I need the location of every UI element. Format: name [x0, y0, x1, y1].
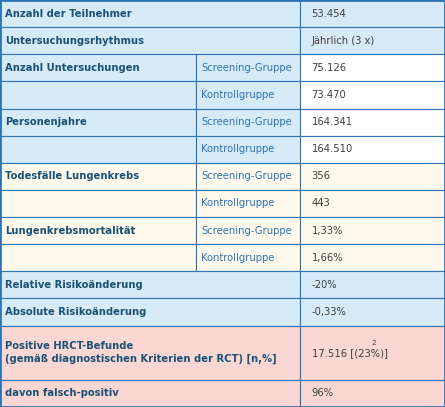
Text: davon falsch-positiv: davon falsch-positiv	[5, 388, 119, 398]
Bar	[300, 298, 445, 326]
Text: Relative Risikoänderung: Relative Risikoänderung	[5, 280, 143, 290]
Text: 53.454: 53.454	[312, 9, 346, 19]
Bar	[300, 244, 445, 271]
Text: 96%: 96%	[312, 388, 334, 398]
Text: Lungenkrebsmortalität: Lungenkrebsmortalität	[5, 225, 136, 236]
Bar	[0, 217, 196, 244]
Text: Positive HRCT-Befunde
(gemäß diagnostischen Kriterien der RCT) [n,%]: Positive HRCT-Befunde (gemäß diagnostisc…	[5, 341, 277, 364]
Bar	[196, 81, 300, 109]
Text: 1,33%: 1,33%	[312, 225, 343, 236]
Text: Kontrollgruppe: Kontrollgruppe	[201, 144, 275, 154]
Text: Kontrollgruppe: Kontrollgruppe	[201, 253, 275, 263]
Text: -0,33%: -0,33%	[312, 307, 346, 317]
Text: Anzahl der Teilnehmer: Anzahl der Teilnehmer	[5, 9, 132, 19]
Text: Absolute Risikoänderung: Absolute Risikoänderung	[5, 307, 147, 317]
Bar	[300, 27, 445, 54]
Text: 2: 2	[372, 340, 376, 346]
Bar	[196, 244, 300, 271]
Text: Anzahl Untersuchungen: Anzahl Untersuchungen	[5, 63, 140, 73]
Bar	[0, 271, 300, 298]
Bar	[300, 54, 445, 81]
Text: -20%: -20%	[312, 280, 337, 290]
Text: 73.470: 73.470	[312, 90, 346, 100]
Bar	[300, 163, 445, 190]
Bar	[300, 81, 445, 109]
Text: 75.126: 75.126	[312, 63, 347, 73]
Bar	[0, 380, 300, 407]
Text: Screening-Gruppe: Screening-Gruppe	[201, 225, 292, 236]
Bar	[196, 190, 300, 217]
Bar	[196, 136, 300, 163]
Bar	[0, 54, 196, 81]
Bar	[196, 54, 300, 81]
Text: 443: 443	[312, 199, 330, 208]
Text: 1,66%: 1,66%	[312, 253, 343, 263]
Bar	[0, 109, 196, 136]
Text: Screening-Gruppe: Screening-Gruppe	[201, 117, 292, 127]
Text: Todesfälle Lungenkrebs: Todesfälle Lungenkrebs	[5, 171, 139, 182]
Bar	[0, 81, 196, 109]
Bar	[300, 217, 445, 244]
Bar	[196, 217, 300, 244]
Bar	[300, 190, 445, 217]
Bar	[0, 298, 300, 326]
Text: 17.516 [(23%)]: 17.516 [(23%)]	[312, 348, 388, 358]
Bar	[0, 27, 300, 54]
Text: Screening-Gruppe: Screening-Gruppe	[201, 171, 292, 182]
Bar	[0, 190, 196, 217]
Text: Jährlich (3 x): Jährlich (3 x)	[312, 36, 375, 46]
Text: Personenjahre: Personenjahre	[5, 117, 87, 127]
Text: Kontrollgruppe: Kontrollgruppe	[201, 90, 275, 100]
Text: Untersuchungsrhythmus: Untersuchungsrhythmus	[5, 36, 144, 46]
Bar	[300, 109, 445, 136]
Text: 164.510: 164.510	[312, 144, 353, 154]
Bar	[300, 0, 445, 27]
Text: Kontrollgruppe: Kontrollgruppe	[201, 199, 275, 208]
Bar	[300, 136, 445, 163]
Text: 356: 356	[312, 171, 331, 182]
Bar	[0, 0, 300, 27]
Bar	[196, 109, 300, 136]
Bar	[0, 136, 196, 163]
Bar	[0, 244, 196, 271]
Bar	[0, 163, 196, 190]
Bar	[300, 326, 445, 380]
Bar	[0, 326, 300, 380]
Bar	[300, 271, 445, 298]
Bar	[196, 163, 300, 190]
Text: Screening-Gruppe: Screening-Gruppe	[201, 63, 292, 73]
Text: 164.341: 164.341	[312, 117, 352, 127]
Bar	[300, 380, 445, 407]
